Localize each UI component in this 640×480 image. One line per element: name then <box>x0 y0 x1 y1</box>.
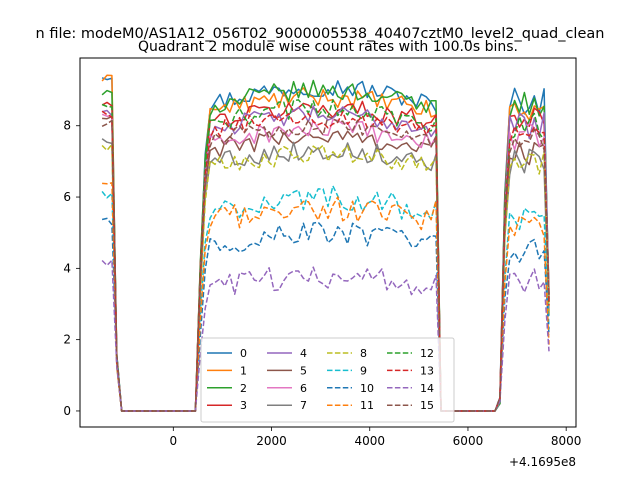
series-line-8 <box>101 143 550 412</box>
legend-label-0: 0 <box>240 347 247 360</box>
legend-label-2: 2 <box>240 382 247 395</box>
series-layer <box>101 74 550 412</box>
x-tick-label: 6000 <box>453 434 484 448</box>
x-axis-offset-text: +4.1695e8 <box>509 455 576 469</box>
legend-label-9: 9 <box>360 364 367 377</box>
legend-label-14: 14 <box>420 382 434 395</box>
legend-box <box>200 337 455 423</box>
legend-label-12: 12 <box>420 347 434 360</box>
chart-title: Quadrant 2 module wise count rates with … <box>138 39 518 55</box>
y-tick-label: 4 <box>63 261 71 275</box>
x-tick-label: 8000 <box>551 434 582 448</box>
legend-label-5: 5 <box>300 364 307 377</box>
figure-suptitle: n file: modeM0/AS1A12_056T02_9000005538_… <box>36 26 605 42</box>
legend-label-11: 11 <box>360 399 374 412</box>
series-line-14 <box>101 259 550 412</box>
legend-label-8: 8 <box>360 347 367 360</box>
ticks-layer: 0 2000 4000 6000 8000 0 2 4 6 8 <box>63 119 581 448</box>
y-tick-label: 8 <box>63 119 71 133</box>
y-tick-label: 2 <box>63 333 71 347</box>
series-line-13 <box>101 110 550 412</box>
y-tick-label: 6 <box>63 190 71 204</box>
series-line-15 <box>101 115 550 412</box>
legend-label-3: 3 <box>240 399 247 412</box>
series-line-12 <box>101 99 550 412</box>
legend-label-13: 13 <box>420 364 434 377</box>
legend-label-4: 4 <box>300 347 307 360</box>
legend-label-15: 15 <box>420 399 434 412</box>
axes-frame <box>79 57 577 428</box>
x-tick-label: 2000 <box>256 434 287 448</box>
legend-label-10: 10 <box>360 382 374 395</box>
legend-label-1: 1 <box>240 364 247 377</box>
legend-label-7: 7 <box>300 399 307 412</box>
legend-label-6: 6 <box>300 382 307 395</box>
x-tick-label: 4000 <box>354 434 385 448</box>
y-tick-label: 0 <box>63 404 71 418</box>
x-tick-label: 0 <box>169 434 177 448</box>
